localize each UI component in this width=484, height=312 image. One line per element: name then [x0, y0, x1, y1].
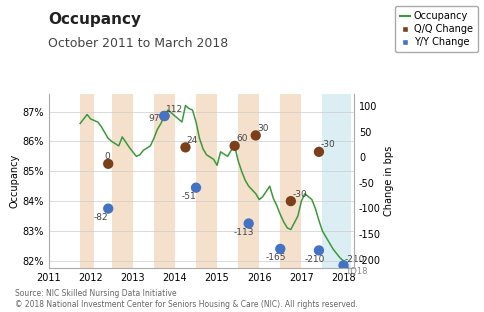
- Text: -210: -210: [303, 255, 324, 264]
- Text: 60: 60: [235, 134, 247, 144]
- Point: [160, 114, 168, 119]
- Point: [287, 199, 294, 204]
- Point: [315, 149, 322, 154]
- Point: [104, 161, 112, 166]
- Bar: [153, 94, 175, 268]
- Text: 0: 0: [105, 152, 110, 161]
- Y-axis label: Change in bps: Change in bps: [383, 146, 393, 216]
- Text: 24: 24: [186, 136, 197, 145]
- Text: Source: NIC Skilled Nursing Data Initiative
© 2018 National Investment Center fo: Source: NIC Skilled Nursing Data Initiat…: [15, 290, 357, 309]
- Point: [339, 263, 347, 268]
- Y-axis label: Occupancy: Occupancy: [9, 154, 19, 208]
- Point: [230, 144, 238, 149]
- Bar: [280, 94, 301, 268]
- Text: -82: -82: [93, 213, 108, 222]
- Text: October 2011 to March 2018: October 2011 to March 2018: [48, 37, 228, 51]
- Text: 1Q18: 1Q18: [344, 267, 366, 276]
- Point: [181, 145, 189, 150]
- Text: -165: -165: [265, 253, 286, 262]
- Bar: [322, 94, 350, 268]
- Point: [315, 248, 322, 253]
- Point: [192, 185, 199, 190]
- Bar: [111, 94, 133, 268]
- Text: -30: -30: [291, 190, 306, 199]
- Bar: [196, 94, 217, 268]
- Point: [276, 246, 284, 251]
- Text: 30: 30: [257, 124, 268, 133]
- Bar: [238, 94, 258, 268]
- Point: [244, 221, 252, 226]
- Point: [104, 206, 112, 211]
- Text: 97: 97: [148, 114, 160, 123]
- Point: [251, 133, 259, 138]
- Point: [160, 114, 168, 119]
- Text: -113: -113: [233, 228, 254, 237]
- Legend: Occupancy, Q/Q Change, Y/Y Change: Occupancy, Q/Q Change, Y/Y Change: [394, 7, 477, 52]
- Text: 112: 112: [166, 105, 182, 114]
- Text: -30: -30: [319, 140, 334, 149]
- Text: -51: -51: [181, 192, 196, 201]
- Bar: [80, 94, 94, 268]
- Text: -210: -210: [344, 255, 364, 264]
- Text: Occupancy: Occupancy: [48, 12, 141, 27]
